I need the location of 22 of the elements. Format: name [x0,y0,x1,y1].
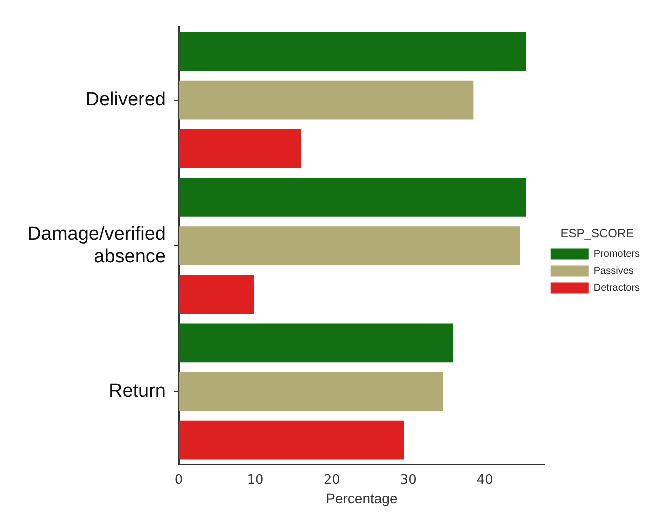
bar [179,275,254,314]
legend-label: Promoters [594,248,640,260]
bar [179,129,302,168]
bar [179,32,527,72]
bar [179,80,474,120]
x-tick-label: 30 [400,472,417,488]
bar [179,178,527,217]
y-tick-label: Return [108,380,166,402]
y-tick-label: Damage/verified absence [28,224,166,268]
legend-label: Passives [594,266,634,277]
bar [179,372,444,412]
legend-label: Detractors [594,282,640,294]
y-tick-label: Delivered [86,90,166,110]
x-axis-title: Percentage [326,490,398,506]
bar [179,420,404,460]
x-tick-label: 40 [476,472,494,488]
bar [179,226,520,266]
x-tick-label: 10 [247,472,264,488]
bar [179,324,454,363]
legend-title: ESP_SCORE [560,226,634,241]
x-tick-label: 20 [324,472,340,488]
x-tick-label: 0 [174,472,184,488]
